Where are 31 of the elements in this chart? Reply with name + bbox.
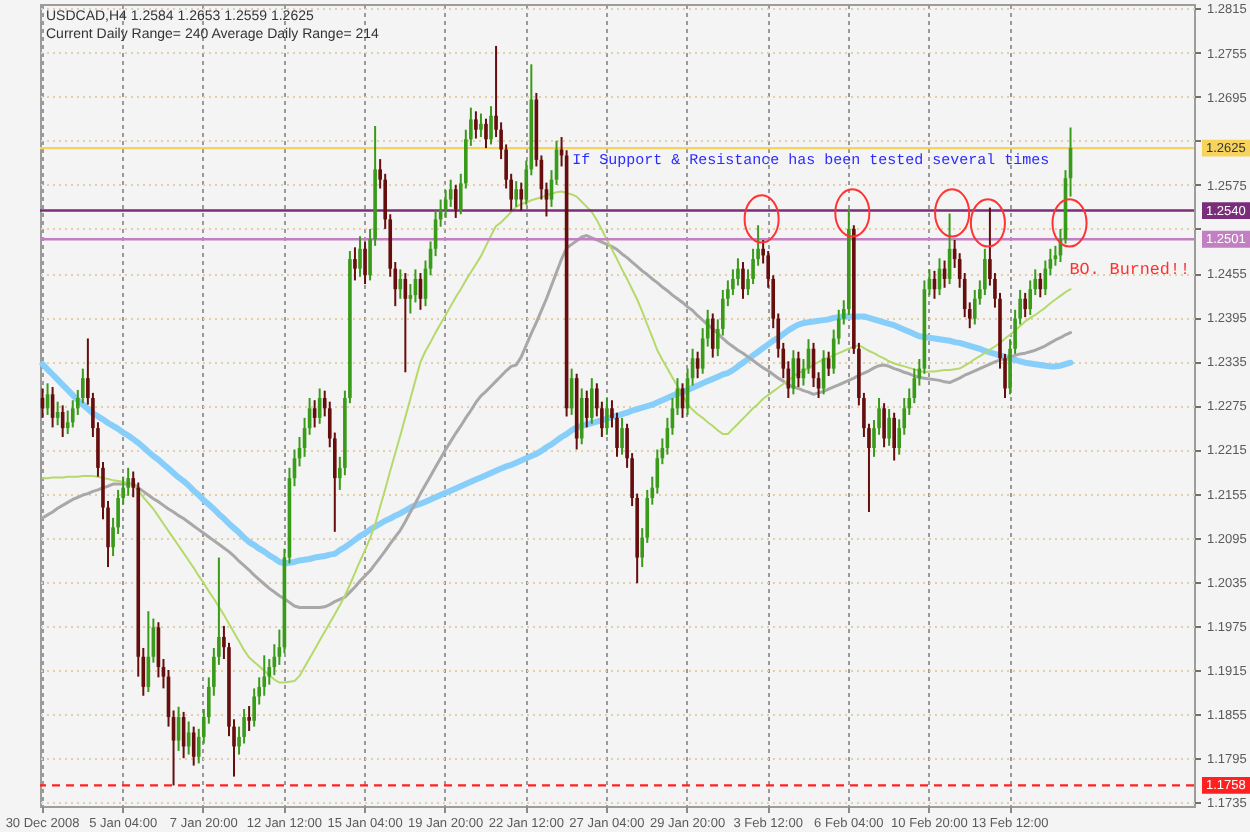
candlestick	[479, 112, 483, 139]
candlestick	[398, 268, 403, 300]
candlestick	[453, 183, 458, 219]
candlestick	[605, 397, 609, 436]
candlestick	[474, 110, 478, 140]
candlestick	[484, 117, 488, 150]
candlestick	[972, 288, 977, 326]
candlestick	[887, 408, 891, 447]
candlestick	[489, 105, 493, 146]
candlestick	[710, 312, 715, 359]
candlestick	[620, 416, 624, 456]
candlestick	[247, 705, 251, 733]
candlestick	[736, 257, 740, 287]
candlestick	[353, 246, 357, 282]
candlestick	[1038, 272, 1043, 299]
candlestick	[892, 411, 896, 462]
annotation: BO. Burned!!	[1069, 260, 1190, 280]
candlestick	[983, 247, 987, 297]
candlestick	[126, 466, 130, 497]
candlestick	[882, 402, 886, 449]
candlestick	[584, 389, 589, 429]
candlestick	[741, 261, 745, 300]
candlestick	[1023, 291, 1027, 319]
candlestick	[363, 240, 367, 286]
candlestick	[519, 181, 524, 212]
candlestick	[579, 387, 584, 446]
candlestick	[262, 654, 267, 697]
candlestick	[514, 180, 519, 208]
candlestick	[589, 377, 594, 425]
candlestick	[191, 725, 196, 767]
candlestick	[358, 235, 362, 278]
